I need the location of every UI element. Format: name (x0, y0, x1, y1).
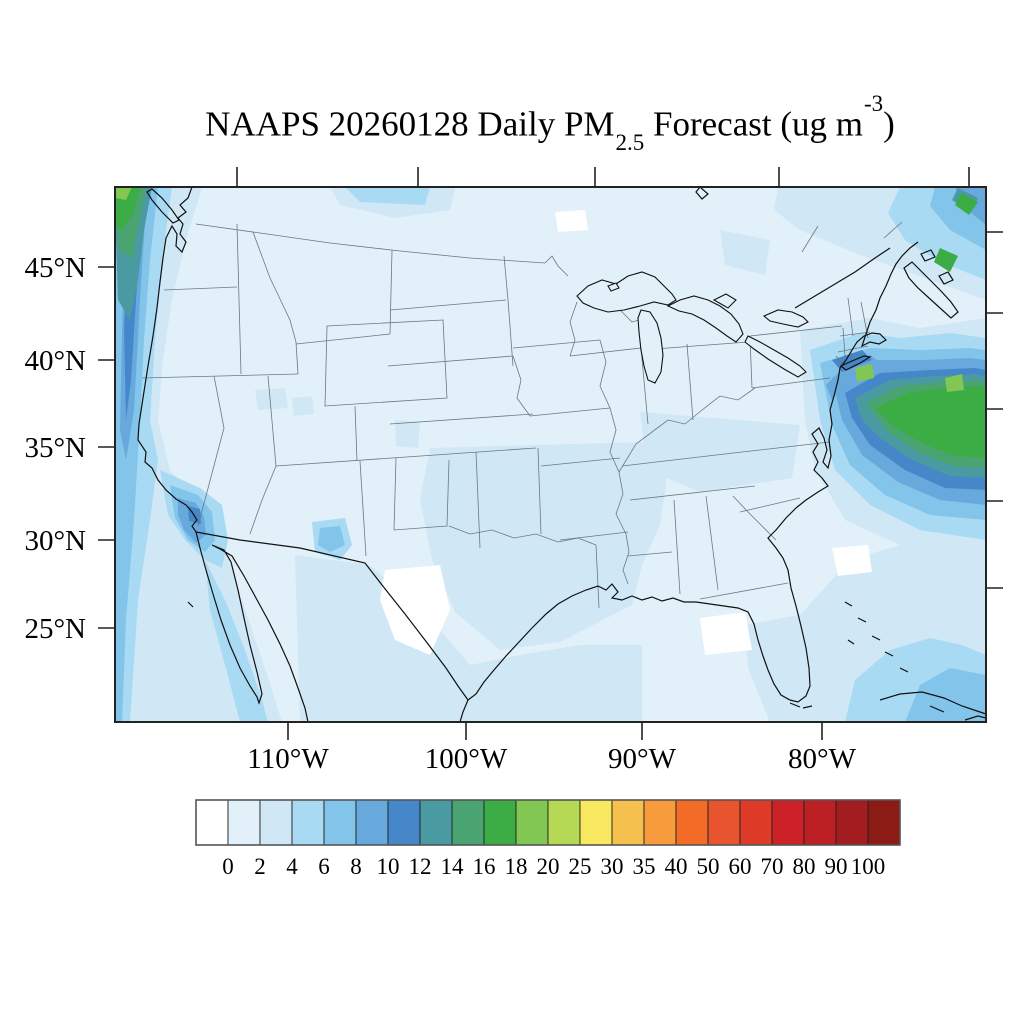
colorbar-cell (323, 799, 357, 846)
lat-axis: 45°N 40°N 35°N 30°N 25°N (24, 252, 86, 645)
title-subscript: 2.5 (615, 129, 645, 155)
colorbar-cell (451, 799, 485, 846)
lat-tick-label-30n: 30°N (24, 525, 86, 557)
colorbar-tick-label: 14 (441, 854, 465, 879)
pm-field (115, 187, 986, 722)
colorbar-cell (643, 799, 677, 846)
colorbar-cells (195, 799, 901, 846)
lat-tick-label-25n: 25°N (24, 613, 86, 645)
lon-tick-label-90w: 90°W (608, 743, 677, 775)
title-superscript: -3 (863, 91, 884, 116)
colorbar-cell (707, 799, 741, 846)
axis-ticks (98, 167, 1003, 740)
colorbar-cell (419, 799, 453, 846)
colorbar-tick-label: 20 (537, 854, 560, 879)
colorbar-tick-label: 90 (825, 854, 848, 879)
lon-axis: 110°W 100°W 90°W 80°W (247, 743, 856, 775)
colorbar-cell (739, 799, 773, 846)
colorbar-tick-label: 25 (569, 854, 592, 879)
lat-tick-label-40n: 40°N (24, 345, 86, 377)
colorbar-cell (579, 799, 613, 846)
colorbar-tick-label: 35 (633, 854, 656, 879)
state-borders (141, 221, 903, 609)
colorbar-cell (547, 799, 581, 846)
colorbar-tick-label: 60 (729, 854, 752, 879)
colorbar-cell (515, 799, 549, 846)
colorbar-tick-label: 4 (286, 854, 298, 879)
colorbar-tick-label: 16 (473, 854, 496, 879)
colorbar-tick-label: 30 (601, 854, 624, 879)
lat-tick-label-35n: 35°N (24, 432, 86, 464)
lon-tick-label-100w: 100°W (425, 743, 508, 775)
title-suffix: ) (883, 104, 895, 144)
lon-tick-label-80w: 80°W (788, 743, 857, 775)
colorbar-tick-label: 6 (318, 854, 330, 879)
colorbar-cell (227, 799, 261, 846)
colorbar-cell (195, 799, 229, 846)
colorbar-tick-label: 0 (222, 854, 234, 879)
colorbar-tick-label: 70 (761, 854, 784, 879)
pm-level-18-20 (115, 187, 964, 392)
colorbar-cell (259, 799, 293, 846)
map-frame (114, 186, 987, 723)
title-middle: Forecast (ug m (644, 104, 863, 144)
title-prefix: NAAPS 20260128 Daily PM (205, 104, 615, 144)
colorbar-cell (355, 799, 389, 846)
colorbar-tick-labels: 0 2 4 6 8 10 12 14 16 18 20 25 30 35 40 … (222, 854, 885, 879)
colorbar-tick-label: 2 (254, 854, 266, 879)
colorbar-tick-label: 50 (697, 854, 720, 879)
chart-title: NAAPS 20260128 Daily PM2.5 Forecast (ug … (80, 91, 1020, 155)
lat-tick-label-45n: 45°N (24, 252, 86, 284)
colorbar-outline (195, 799, 901, 846)
coastlines (137, 187, 986, 722)
colorbar-tick-label: 12 (409, 854, 432, 879)
colorbar-cell (611, 799, 645, 846)
colorbar-tick-label: 18 (505, 854, 528, 879)
colorbar-cell (867, 799, 901, 846)
colorbar-cell (771, 799, 805, 846)
colorbar-cell (387, 799, 421, 846)
colorbar-cell (803, 799, 837, 846)
colorbar-cell (675, 799, 709, 846)
colorbar-tick-label: 80 (793, 854, 816, 879)
colorbar-tick-label: 100 (851, 854, 886, 879)
colorbar-tick-label: 8 (350, 854, 362, 879)
colorbar-tick-label: 10 (377, 854, 400, 879)
colorbar: 0 2 4 6 8 10 12 14 16 18 20 25 30 35 40 … (195, 799, 901, 879)
colorbar-cell (483, 799, 517, 846)
colorbar-cell (835, 799, 869, 846)
lon-tick-label-110w: 110°W (247, 743, 329, 775)
colorbar-cell (291, 799, 325, 846)
colorbar-tick-label: 40 (665, 854, 688, 879)
pm-level-0 (380, 210, 872, 655)
great-lakes (576, 271, 809, 384)
